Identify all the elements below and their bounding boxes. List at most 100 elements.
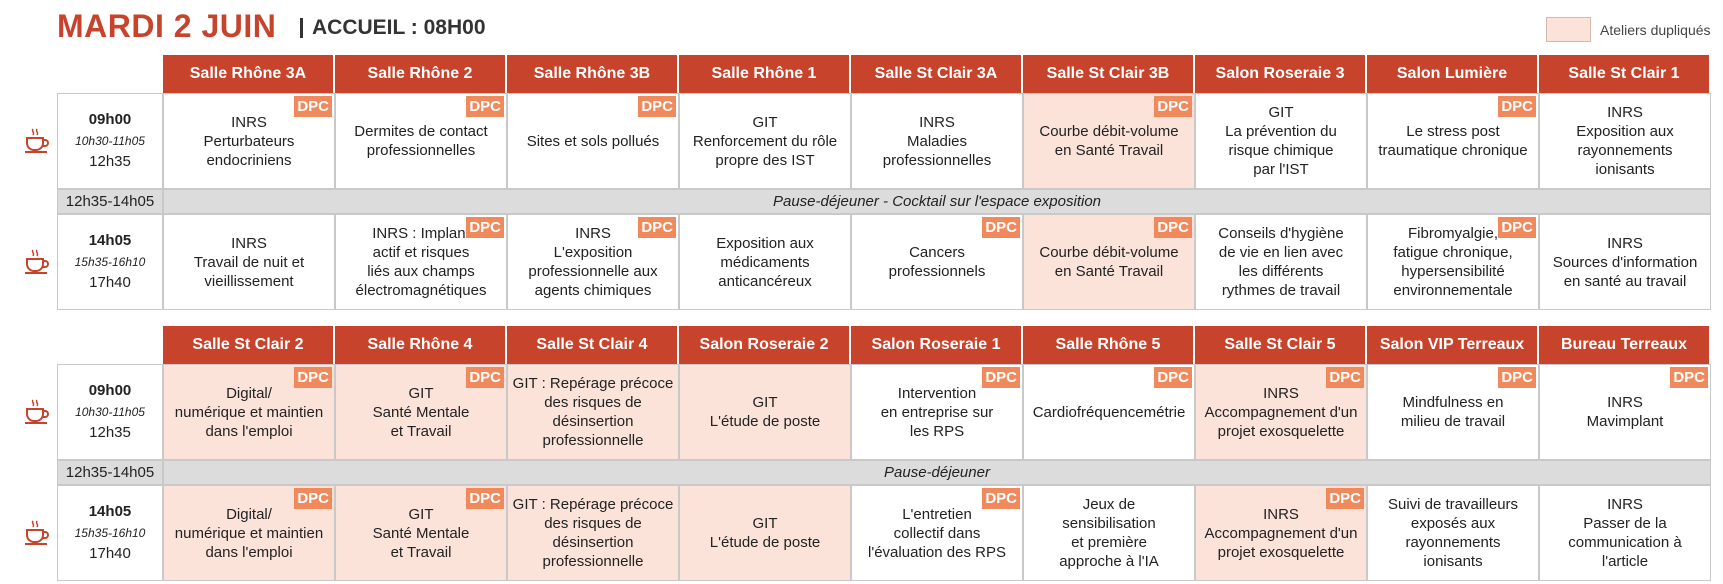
session-line: professionnelles bbox=[882, 151, 992, 169]
dpc-badge: DPC bbox=[294, 367, 332, 388]
session-line: Cancers bbox=[909, 244, 965, 261]
session-cell: Conseils d'hygiène de vie en lien avec les… bbox=[1195, 214, 1367, 310]
session-line: sensibilisation bbox=[1062, 515, 1156, 532]
session-cell: INRS : Implant actif et risques liés aux c… bbox=[335, 214, 507, 310]
session-line: Fibromyalgie, bbox=[1407, 225, 1499, 242]
dpc-badge: DPC bbox=[466, 488, 504, 509]
coffee-icon bbox=[25, 399, 49, 424]
time-cell: 09h00 10h30-11h05 12h35 bbox=[57, 93, 163, 189]
session-line: GIT bbox=[1268, 104, 1294, 121]
session-line: GIT bbox=[408, 505, 434, 523]
session-line: Dermites de contact bbox=[354, 123, 488, 140]
session-line: Intervention bbox=[897, 384, 977, 402]
room-header: Salon Roseraie 3 bbox=[1195, 55, 1367, 93]
session-line: traumatique chronique bbox=[1378, 142, 1528, 159]
session-line: l'évaluation des RPS bbox=[868, 543, 1006, 561]
session-cell: Jeux de sensibilisation et première approch… bbox=[1023, 485, 1195, 581]
session-line: et première bbox=[1071, 534, 1147, 551]
session-line: Perturbateurs bbox=[203, 132, 295, 150]
dpc-badge: DPC bbox=[638, 217, 676, 238]
session-line: Maladies bbox=[906, 132, 968, 150]
session-line: professionnelle bbox=[542, 553, 644, 570]
dpc-badge: DPC bbox=[982, 367, 1020, 388]
session-line: INRS bbox=[231, 113, 267, 131]
session-line: liés aux champs bbox=[367, 263, 475, 280]
session-line: anticancéreux bbox=[718, 272, 812, 290]
session-cell: GIT : Repérage précoce des risques de dési… bbox=[507, 485, 679, 581]
session-line: l'article bbox=[1601, 553, 1649, 570]
session-line: INRS bbox=[1607, 496, 1643, 513]
subtitle: ACCUEIL : 08H00 bbox=[300, 17, 486, 38]
session-line: INRS bbox=[575, 225, 611, 242]
session-line: en Santé Travail bbox=[1054, 263, 1164, 280]
session-line: Passer de la bbox=[1583, 515, 1667, 532]
session-line: Le stress post bbox=[1406, 123, 1500, 140]
session-line: agents chimiques bbox=[534, 282, 652, 299]
session-line: Mavimplant bbox=[1586, 413, 1664, 430]
session-cell: INRS Accompagnement d'un projet exosquelet… bbox=[1195, 364, 1367, 460]
coffee-icon bbox=[25, 128, 49, 153]
session-cell: INRS L'exposition professionnelle aux agent… bbox=[507, 214, 679, 310]
title: MARDI 2 JUIN bbox=[57, 8, 277, 44]
session-line: milieu de travail bbox=[1400, 413, 1506, 430]
session-line: Mindfulness en bbox=[1402, 394, 1504, 411]
session-line: en Santé Travail bbox=[1054, 142, 1164, 159]
dpc-badge: DPC bbox=[466, 367, 504, 388]
session-cell: GIT : Repérage précoce des risques de dési… bbox=[507, 364, 679, 460]
session-line: Renforcement du rôle bbox=[692, 132, 838, 150]
session-cell: GIT Santé Mentale et Travail DPC bbox=[335, 485, 507, 581]
dpc-badge: DPC bbox=[1498, 96, 1536, 117]
session-line: rayonnements bbox=[1577, 142, 1673, 159]
session-line: La prévention du bbox=[1225, 123, 1337, 140]
session-cell: Digital/numérique et maintien dans l'empl… bbox=[163, 364, 335, 460]
room-header: Salle St Clair 1 bbox=[1539, 55, 1711, 93]
session-cell: INRS Maladies professionnelles bbox=[851, 93, 1023, 189]
session-cell: GIT La prévention du risque chimique par l'… bbox=[1195, 93, 1367, 189]
session-cell: Intervention en entreprise sur les RPS DPC bbox=[851, 364, 1023, 460]
session-line: Courbe débit-volume bbox=[1039, 123, 1179, 140]
pause-label: Pause-déjeuner - Cocktail sur l'espace e… bbox=[163, 189, 1711, 214]
session-line: médicaments bbox=[720, 253, 810, 271]
room-header: Salle St Clair 4 bbox=[507, 326, 679, 364]
session-line: ionisants bbox=[1595, 161, 1655, 178]
session-line: en santé au travail bbox=[1563, 272, 1687, 290]
session-line: vieillissement bbox=[204, 272, 294, 290]
pause-label: Pause-déjeuner bbox=[163, 460, 1711, 485]
dpc-badge: DPC bbox=[982, 217, 1020, 238]
session-line: Exposition aux bbox=[1576, 123, 1674, 140]
session-line: INRS bbox=[919, 113, 955, 131]
session-line: rayonnements bbox=[1405, 534, 1501, 551]
session-line: Suivi de travailleurs bbox=[1387, 496, 1519, 513]
dpc-badge: DPC bbox=[466, 217, 504, 238]
session-line: GIT bbox=[752, 515, 778, 532]
session-cell: Exposition aux médicaments anticancéreux bbox=[679, 214, 851, 310]
time-cell: 14h05 15h35-16h10 17h40 bbox=[57, 214, 163, 310]
start-time: 14h05 bbox=[88, 232, 132, 249]
session-line: Travail de nuit et bbox=[193, 253, 305, 271]
session-cell: INRS Sources d'information en santé au tra… bbox=[1539, 214, 1711, 310]
session-line: GIT bbox=[752, 113, 778, 131]
end-time: 17h40 bbox=[89, 545, 131, 562]
coffee-icon bbox=[25, 520, 49, 545]
session-line: Santé Mentale bbox=[372, 524, 470, 542]
session-line: INRS : Implant bbox=[372, 225, 470, 242]
session-line: dans l'emploi bbox=[205, 543, 293, 561]
session-cell: Courbe débit-volume en Santé Travail DPC bbox=[1023, 93, 1195, 189]
end-time: 12h35 bbox=[89, 424, 131, 441]
session-cell: Courbe débit-volume en Santé Travail DPC bbox=[1023, 214, 1195, 310]
session-line: Sources d'information bbox=[1552, 253, 1698, 271]
pause-time: 12h35-14h05 bbox=[57, 460, 163, 485]
session-line: dans l'emploi bbox=[205, 422, 293, 440]
session-cell: INRS Travail de nuit et vieillissement bbox=[163, 214, 335, 310]
session-line: approche à l'IA bbox=[1059, 553, 1159, 570]
session-line: INRS bbox=[1607, 394, 1643, 411]
session-cell: GIT L'étude de poste bbox=[679, 364, 851, 460]
session-line: INRS bbox=[1607, 104, 1643, 121]
session-cell: Dermites de contact professionnelles DPC bbox=[335, 93, 507, 189]
dpc-badge: DPC bbox=[294, 488, 332, 509]
pause-time: 12h35-14h05 bbox=[57, 189, 163, 214]
session-cell: L'entretien collectif dans l'évaluation de… bbox=[851, 485, 1023, 581]
dpc-badge: DPC bbox=[1154, 217, 1192, 238]
session-line: GIT bbox=[408, 384, 434, 402]
session-line: Accompagnement d'un bbox=[1204, 403, 1358, 421]
